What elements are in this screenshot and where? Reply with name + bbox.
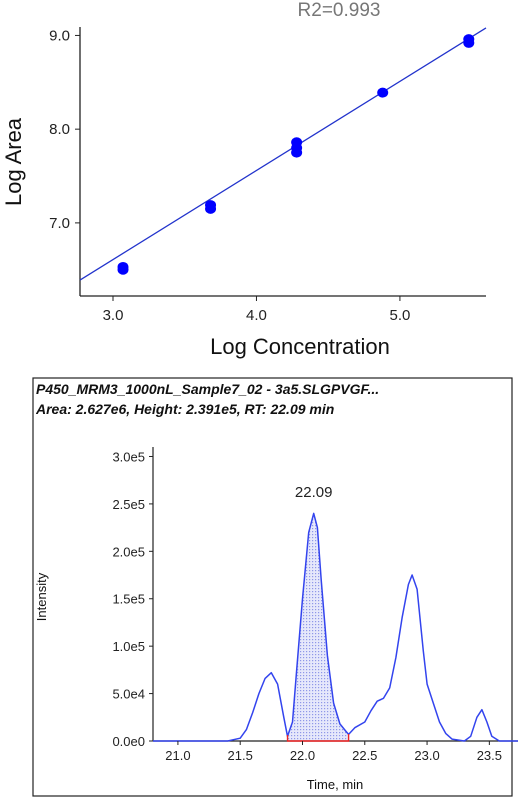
x-tick-label: 22.5: [352, 748, 377, 763]
x-tick-label: 21.0: [165, 748, 190, 763]
data-point: [291, 137, 303, 148]
chromatogram-frame: [32, 377, 513, 797]
y-tick-label: 8.0: [49, 121, 70, 138]
y-tick-label: 3.0e5: [112, 449, 145, 464]
x-tick-label: 3.0: [103, 307, 124, 324]
data-point: [377, 87, 389, 98]
integrated-peak-area: [287, 513, 349, 741]
chromatogram-axes: [152, 447, 518, 742]
y-tick-label: 1.0e5: [112, 639, 145, 654]
y-axis-label: Log Area: [1, 117, 26, 206]
y-tick-label: 9.0: [49, 27, 70, 44]
integration-baseline: [286, 734, 350, 742]
x-tick-label: 23.5: [477, 748, 502, 763]
y-tick-label: 7.0: [49, 215, 70, 232]
y-tick-label: 2.5e5: [112, 497, 145, 512]
x-axis-label-time: Time, min: [307, 777, 364, 792]
x-tick-label: 21.5: [228, 748, 253, 763]
peak-area-fill: [287, 513, 349, 741]
chromatogram-ticks: 21.0 21.5 22.0 22.5 23.0 23.5 0.0e0 5.0e4 1.0e5 1…: [112, 449, 502, 763]
data-point: [463, 34, 475, 45]
y-axis-label-intensity: Intensity: [34, 572, 49, 621]
calibration-ticks: 3.0 4.0 5.0 7.0 8.0 9.0: [49, 27, 410, 324]
y-tick-label: 5.0e4: [112, 687, 145, 702]
chromatogram-header-sample: P450_MRM3_1000nL_Sample7_02 - 3a5.SLGPVG…: [36, 381, 380, 397]
r2-annotation: R2=0.993: [298, 0, 381, 21]
regression-line: [79, 27, 487, 281]
x-tick-label: 23.0: [414, 748, 439, 763]
y-tick-label: 0.0e0: [112, 734, 145, 749]
data-point: [205, 200, 217, 211]
calibration-fit-line-group: [79, 27, 487, 281]
x-tick-label: 4.0: [246, 307, 267, 324]
calibration-points: [117, 34, 475, 275]
y-tick-label: 2.0e5: [112, 544, 145, 559]
data-point: [117, 261, 129, 272]
calibration-chart: 3.0 4.0 5.0 7.0 8.0 9.0 R2=0.993 Log Concentr…: [1, 0, 487, 359]
x-axis-label: Log Concentration: [210, 334, 390, 359]
chromatogram-trace-group: [153, 512, 518, 742]
chromatogram-trace: [153, 512, 518, 742]
calibration-axes: [79, 27, 486, 297]
peak-rt-label: 22.09: [295, 484, 333, 501]
chromatogram-header-stats: Area: 2.627e6, Height: 2.391e5, RT: 22.0…: [36, 401, 335, 417]
y-tick-label: 1.5e5: [112, 592, 145, 607]
x-tick-label: 5.0: [389, 307, 410, 324]
x-tick-label: 22.0: [290, 748, 315, 763]
